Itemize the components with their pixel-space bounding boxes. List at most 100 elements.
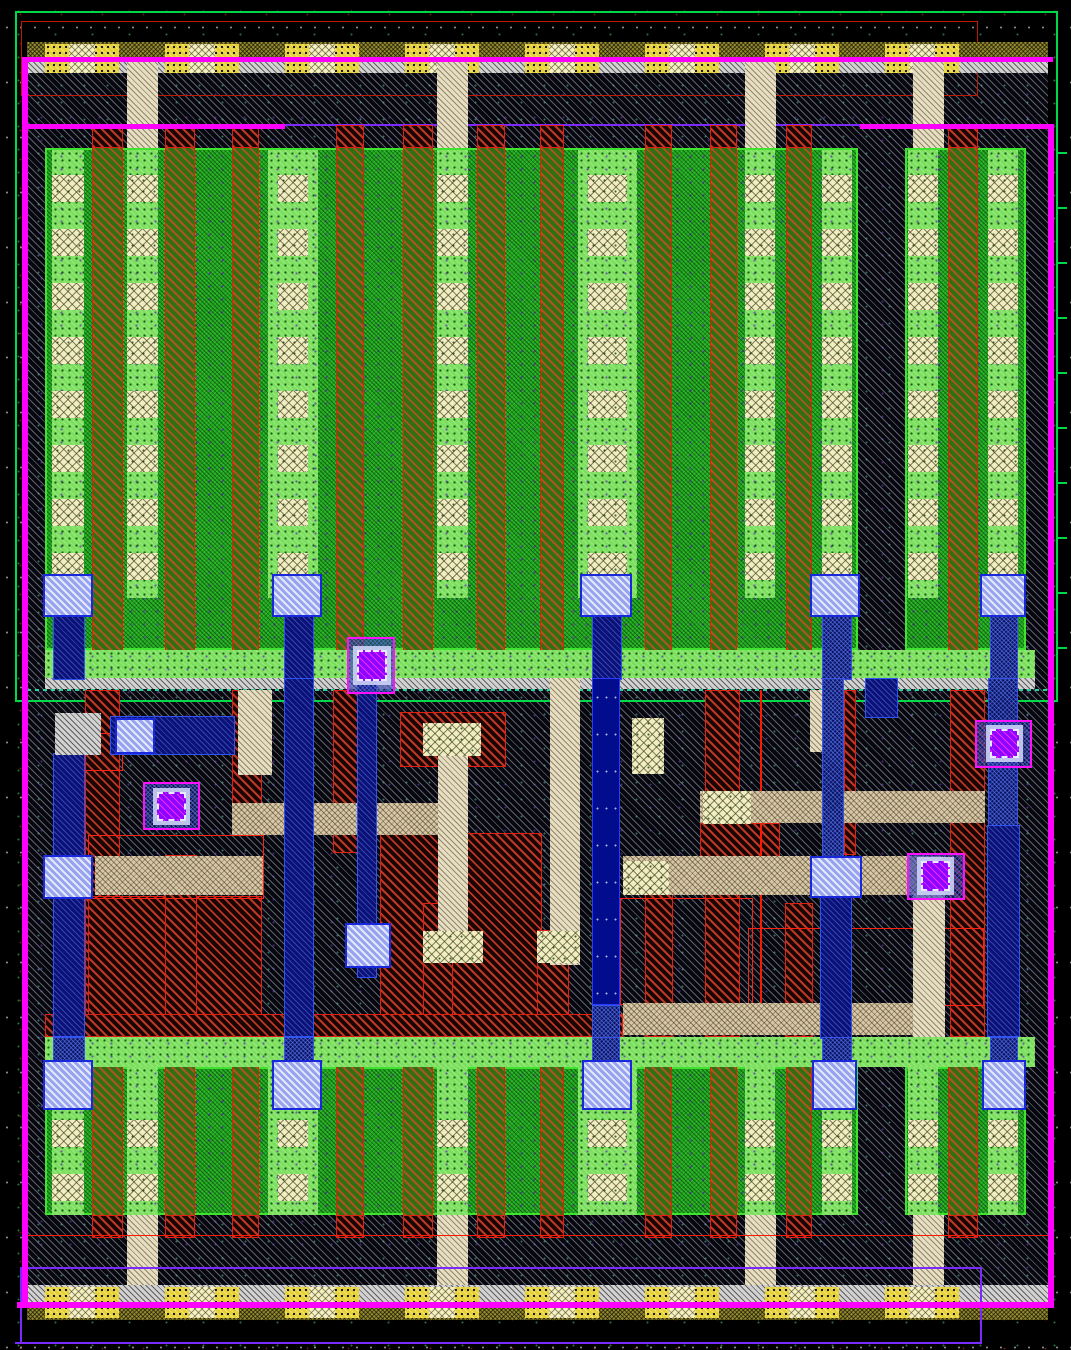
boundary-line-red <box>27 1235 1048 1236</box>
poly-region <box>786 125 812 148</box>
contact-array <box>127 445 158 472</box>
contact-array <box>437 391 468 418</box>
diffusion-strap <box>988 150 1018 598</box>
contact-array <box>745 1120 775 1147</box>
poly-region <box>645 1215 672 1238</box>
boundary-line-green <box>15 11 1058 13</box>
diffusion-strap <box>437 150 468 598</box>
diffusion-strap <box>268 150 318 598</box>
poly-gate <box>232 1067 259 1215</box>
boundary-line-green <box>1058 427 1067 429</box>
poly-gate <box>403 148 433 650</box>
poly-route <box>745 61 776 148</box>
contact-array <box>822 175 852 202</box>
boundary-line-darkred <box>21 21 978 22</box>
contact-array <box>52 445 84 472</box>
poly-region <box>232 1215 259 1238</box>
contact-array <box>52 229 84 256</box>
metal2-route <box>592 678 620 1005</box>
contact-array <box>127 499 158 526</box>
contact-array <box>745 391 775 418</box>
metal2-route <box>284 678 314 1037</box>
poly-region <box>540 125 564 148</box>
poly-outline <box>620 898 753 1005</box>
metal1-route <box>232 803 438 835</box>
poly-route <box>913 61 944 148</box>
poly-outline <box>748 928 984 1006</box>
contact-array <box>745 499 775 526</box>
poly-route <box>913 1215 944 1285</box>
metal3-route <box>990 616 1018 680</box>
contact-array <box>988 283 1018 310</box>
contact-array <box>988 1120 1018 1147</box>
contact-array <box>908 499 938 526</box>
contact-array <box>822 391 852 418</box>
contact-array <box>908 337 938 364</box>
poly-region <box>477 125 505 148</box>
metal2-route <box>987 825 1020 1037</box>
poly-gate <box>92 1067 123 1215</box>
contact-array <box>623 861 669 895</box>
poly-region <box>403 1215 433 1238</box>
boundary-line-darkred <box>21 95 978 96</box>
metal2-route <box>820 895 852 1039</box>
poly-gate <box>645 148 672 650</box>
contact-array <box>437 1174 468 1201</box>
well-boundary-violet <box>22 1267 980 1269</box>
contact-array <box>278 229 308 256</box>
contact-array <box>278 1174 308 1201</box>
contact-array <box>127 337 158 364</box>
contact-array <box>127 229 158 256</box>
contact-array <box>588 175 627 202</box>
contact-array <box>988 1174 1018 1201</box>
diffusion-strap <box>745 150 775 598</box>
metal3-route <box>53 1037 85 1062</box>
contact-array <box>127 283 158 310</box>
contact-array <box>127 391 158 418</box>
metal3-route <box>990 1037 1018 1062</box>
contact-array <box>423 931 483 963</box>
contact-array <box>908 553 938 580</box>
metal3-route <box>592 1037 620 1062</box>
via <box>990 729 1019 758</box>
boundary-line-green <box>1056 11 1058 702</box>
contact-array <box>822 1120 852 1147</box>
poly-route <box>238 690 272 775</box>
poly-region <box>336 1215 364 1238</box>
boundary-line-green <box>1058 262 1067 264</box>
contact-array <box>822 283 852 310</box>
metal-contact <box>580 574 632 617</box>
contact-array <box>822 445 852 472</box>
metal-contact <box>272 574 322 617</box>
diffusion-strap <box>45 1037 1035 1067</box>
diffusion-strap <box>908 150 938 598</box>
boundary-line-green <box>15 11 17 702</box>
metal2-route <box>592 616 622 680</box>
metal3-route <box>822 678 844 897</box>
poly-gate <box>477 1067 505 1215</box>
poly-region <box>45 1014 623 1037</box>
metal3-route <box>284 1037 314 1062</box>
metal-contact <box>980 574 1026 617</box>
poly-region <box>948 1215 978 1238</box>
metal-contact <box>43 855 93 899</box>
via <box>357 650 387 681</box>
contact-array <box>745 175 775 202</box>
poly-region <box>92 1215 123 1238</box>
contact-array <box>822 1174 852 1201</box>
poly-region <box>948 125 978 148</box>
contact-array <box>127 1120 158 1147</box>
select-line-teal <box>27 689 1048 691</box>
contact-array <box>52 337 84 364</box>
contact-array <box>745 283 775 310</box>
well-boundary-violet <box>15 1342 982 1344</box>
boundary-line-green <box>1058 482 1067 484</box>
metal1-route <box>623 856 943 895</box>
metal3-route <box>822 1037 852 1062</box>
boundary-line-green <box>1058 317 1067 319</box>
contact-array <box>52 175 84 202</box>
poly-gate <box>540 1067 564 1215</box>
poly-route <box>550 678 580 965</box>
contact-array <box>423 723 481 756</box>
